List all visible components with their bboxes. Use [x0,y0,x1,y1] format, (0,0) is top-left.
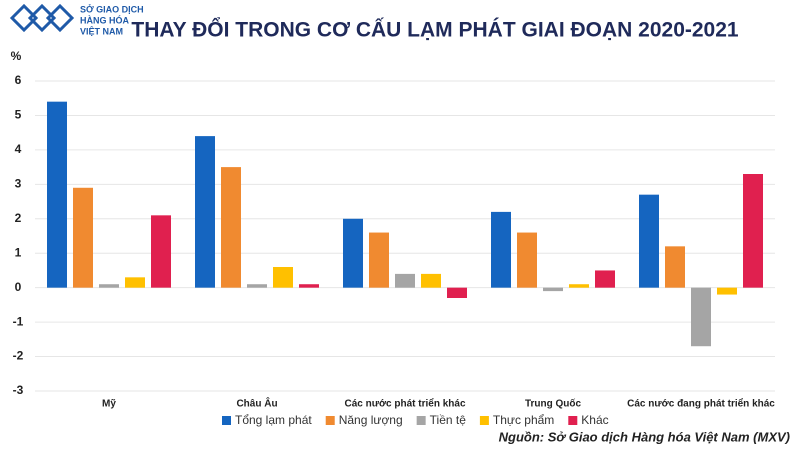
legend-label: Tổng lạm phát [235,413,312,427]
bar [743,174,763,288]
y-tick-label: 2 [15,211,22,225]
y-tick-label: 0 [15,280,22,294]
bar [421,273,441,288]
bar [151,215,171,288]
bar [517,232,537,288]
y-tick-label: 5 [15,108,22,122]
y-unit: % [11,49,22,63]
logo-text: SỞ GIAO DỊCH [80,3,144,14]
bar [299,284,319,288]
bar [247,284,267,288]
x-tick-label: Các nước đang phát triển khác [627,398,775,410]
legend-swatch [222,416,231,425]
bar [221,167,241,288]
legend-swatch [416,416,426,425]
bar [543,287,563,292]
logo-text: VIỆT NAM [80,25,123,36]
legend-label: Thực phẩm [493,413,554,427]
bar [343,218,363,288]
bar [273,267,293,288]
bar [47,101,67,288]
bar [491,211,511,288]
bar [691,287,711,347]
chart-title: THAY ĐỔI TRONG CƠ CẤU LẠM PHÁT GIAI ĐOẠN… [131,18,739,42]
x-tick-label: Châu Âu [236,397,277,410]
bar [99,284,119,288]
bar [717,287,737,295]
bar [569,284,589,288]
y-tick-label: 1 [15,245,22,259]
y-tick-label: 6 [15,73,22,87]
bar [125,277,145,288]
logo-icon [9,3,75,33]
legend-label: Khác [581,413,608,427]
y-tick-label: 3 [15,177,22,191]
bar [447,287,467,298]
y-tick-label: -2 [13,349,24,363]
x-tick-label: Trung Quốc [525,398,582,410]
bar [73,187,93,288]
y-tick-label: -3 [13,383,24,397]
y-tick-label: 4 [15,142,22,156]
bar [595,270,615,288]
y-tick-label: -1 [13,314,24,328]
legend-swatch [479,416,489,425]
bar [195,136,215,288]
logo-text: HÀNG HÓA [80,14,129,25]
x-tick-label: Mỹ [102,399,116,410]
bar [395,273,415,288]
bar [369,232,389,288]
bar [665,246,685,288]
x-tick-label: Các nước phát triển khác [344,398,465,410]
legend-swatch [568,416,578,425]
bar [639,194,659,288]
legend-swatch [325,416,335,425]
legend-label: Tiền tệ [430,413,467,427]
source: Nguồn: Sở Giao dịch Hàng hóa Việt Nam (M… [499,429,790,444]
legend-label: Năng lượng [339,413,403,427]
